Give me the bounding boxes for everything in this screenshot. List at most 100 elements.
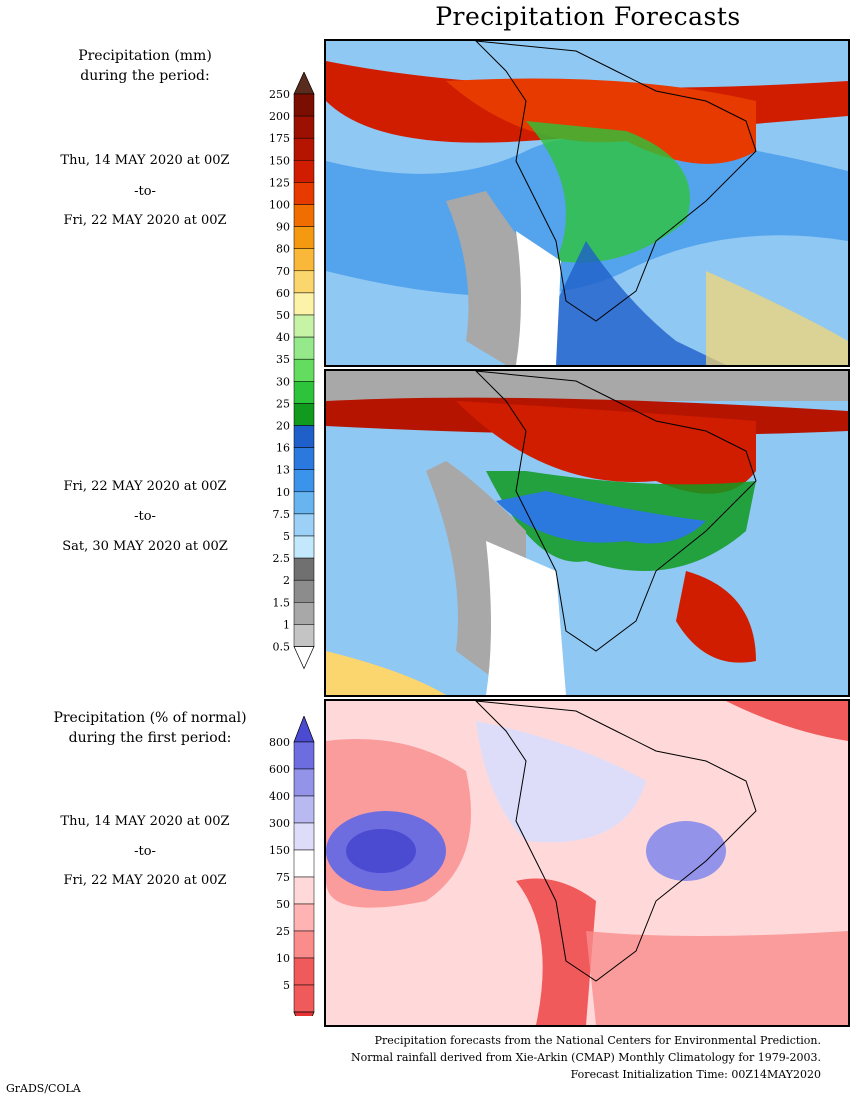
colorbar-tick-label: 40: [276, 331, 290, 344]
map-panel-pct-normal: [324, 699, 850, 1027]
colorbar-tick-label: 25: [276, 397, 290, 410]
colorbar-segment: [293, 403, 315, 426]
colorbar-segment: [293, 336, 315, 360]
colorbar-segment: [293, 425, 315, 448]
colorbar-tick-label: 35: [276, 353, 290, 366]
period1-sep: -to-: [134, 184, 156, 199]
colorbar-segment: [293, 602, 315, 625]
colorbar-segment: [293, 93, 315, 117]
colorbar-bottom-cap: [293, 646, 315, 670]
page-title: Precipitation Forecasts: [435, 2, 741, 31]
credit-label: GrADS/COLA: [6, 1082, 81, 1095]
colorbar-segment: [293, 768, 315, 797]
colorbar-segment: [293, 248, 315, 272]
colorbar-segment: [293, 741, 315, 770]
colorbar-segment: [293, 957, 315, 986]
precip-map-week1: [326, 41, 848, 365]
colorbar-segment: [293, 314, 315, 338]
footer-line3: Forecast Initialization Time: 00Z14MAY20…: [570, 1068, 821, 1081]
colorbar-tick-label: 1.5: [273, 596, 291, 609]
map-panel-week2: [324, 369, 850, 697]
pct-normal-map: [326, 701, 848, 1025]
colorbar-tick-label: 0.5: [273, 641, 291, 654]
colorbar-tick-label: 50: [276, 898, 290, 911]
pct-legend-title-line2: during the first period:: [68, 730, 232, 746]
colorbar-segment: [293, 447, 315, 470]
colorbar-tick-label: 800: [269, 736, 290, 749]
colorbar-segment: [293, 579, 315, 603]
footer-line1: Precipitation forecasts from the Nationa…: [374, 1034, 821, 1047]
period1-end: Fri, 22 MAY 2020 at 00Z: [63, 213, 227, 228]
period3-start: Thu, 14 MAY 2020 at 00Z: [60, 814, 230, 829]
colorbar-tick-label: 100: [269, 199, 290, 212]
colorbar-segment: [293, 984, 315, 1013]
colorbar-segment: [293, 903, 315, 932]
colorbar-tick-label: 5: [283, 979, 290, 992]
footer-line2: Normal rainfall derived from Xie-Arkin (…: [351, 1051, 821, 1064]
mm-legend-title: Precipitation (mm) during the period:: [40, 46, 250, 86]
colorbar-tick-label: 200: [269, 110, 290, 123]
colorbar-segment: [293, 624, 315, 647]
colorbar-segment: [293, 270, 315, 294]
mm-legend-title-line1: Precipitation (mm): [78, 48, 212, 64]
period3-sep: -to-: [134, 844, 156, 859]
colorbar-segment: [293, 182, 315, 205]
colorbar-tick-label: 80: [276, 243, 290, 256]
colorbar-tick-label: 30: [276, 375, 290, 388]
colorbar-top-cap: [293, 72, 315, 95]
map-panel-week1: [324, 39, 850, 367]
colorbar-segment: [293, 849, 315, 878]
period2-end: Sat, 30 MAY 2020 at 00Z: [62, 539, 228, 554]
colorbar-tick-label: 600: [269, 763, 290, 776]
colorbar-tick-label: 25: [276, 925, 290, 938]
colorbar-segment: [293, 115, 315, 139]
colorbar-segment: [293, 292, 315, 316]
precip-map-week2: [326, 371, 848, 695]
pct-legend-title: Precipitation (% of normal) during the f…: [30, 708, 270, 748]
colorbar-tick-label: 13: [276, 464, 290, 477]
pct-colorbar: 800 600 400 300 150 75 50 25 10 5: [269, 716, 315, 1016]
colorbar-top-cap: [293, 716, 315, 743]
colorbar-segment: [293, 557, 315, 581]
colorbar-segment: [293, 226, 315, 249]
colorbar-tick-label: 1: [283, 618, 290, 631]
period2-start: Fri, 22 MAY 2020 at 00Z: [63, 479, 227, 494]
colorbar-tick-label: 90: [276, 221, 290, 234]
colorbar-tick-label: 150: [269, 154, 290, 167]
colorbar-tick-label: 70: [276, 265, 290, 278]
colorbar-tick-label: 60: [276, 287, 290, 300]
colorbar-segment: [293, 876, 315, 905]
colorbar-tick-label: 75: [276, 871, 290, 884]
colorbar-tick-label: 300: [269, 817, 290, 830]
colorbar-tick-label: 20: [276, 420, 290, 433]
colorbar-segment: [293, 795, 315, 824]
colorbar-segment: [293, 381, 315, 404]
colorbar-segment: [293, 137, 315, 161]
period2-sep: -to-: [134, 509, 156, 524]
mm-legend-title-line2: during the period:: [80, 68, 210, 84]
colorbar-tick-label: 50: [276, 309, 290, 322]
period3-end: Fri, 22 MAY 2020 at 00Z: [63, 873, 227, 888]
colorbar-segment: [293, 822, 315, 851]
colorbar-tick-label: 250: [269, 88, 290, 101]
colorbar-tick-label: 2: [283, 574, 290, 587]
colorbar-tick-label: 175: [269, 132, 290, 145]
colorbar-tick-label: 5: [283, 530, 290, 543]
colorbar-tick-label: 150: [269, 844, 290, 857]
colorbar-segment: [293, 204, 315, 227]
colorbar-segment: [293, 930, 315, 959]
colorbar-segment: [293, 513, 315, 537]
colorbar-tick-label: 400: [269, 790, 290, 803]
colorbar-tick-label: 16: [276, 442, 290, 455]
colorbar-tick-label: 10: [276, 952, 290, 965]
colorbar-bottom-cap: [293, 1011, 315, 1016]
colorbar-segment: [293, 535, 315, 559]
pct-legend-title-line1: Precipitation (% of normal): [53, 710, 247, 726]
period1-start: Thu, 14 MAY 2020 at 00Z: [60, 153, 230, 168]
colorbar-segment: [293, 160, 315, 183]
mm-colorbar: 2502001751501251009080706050403530252016…: [269, 72, 315, 670]
colorbar-segment: [293, 491, 315, 515]
colorbar-segment: [293, 358, 315, 382]
colorbar-tick-label: 10: [276, 486, 290, 499]
colorbar-tick-label: 7.5: [273, 508, 291, 521]
